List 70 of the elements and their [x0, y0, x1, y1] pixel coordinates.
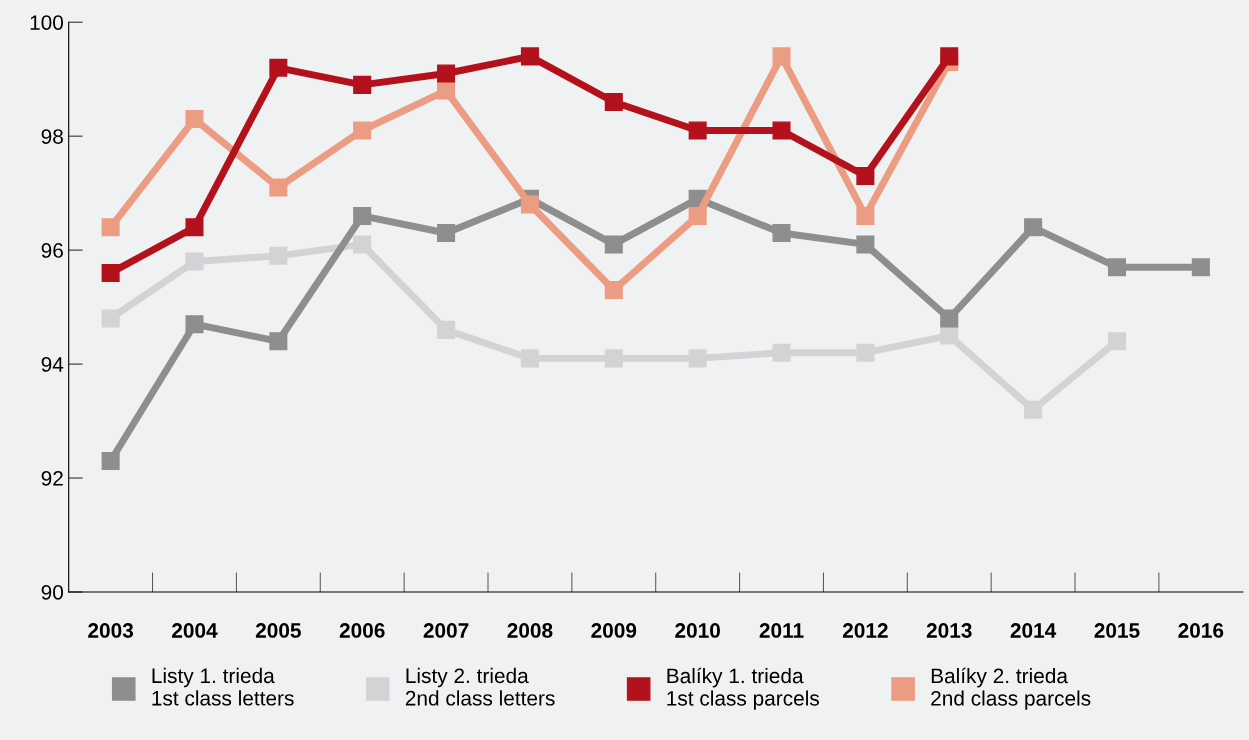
- point: [1024, 400, 1043, 419]
- x-tick-label: 2012: [842, 623, 888, 638]
- point: [185, 110, 204, 129]
- point: [604, 92, 623, 112]
- x-tick-label: 2010: [675, 623, 720, 638]
- point: [437, 320, 456, 339]
- point: [185, 218, 204, 237]
- point: [604, 349, 623, 368]
- point: [688, 121, 707, 140]
- x-tick-label: 2015: [1094, 623, 1140, 638]
- x-tick-label: 2004: [172, 623, 218, 638]
- point: [437, 223, 456, 243]
- point: [1107, 332, 1126, 351]
- point: [101, 309, 120, 328]
- y-tick-label: 98: [41, 129, 63, 144]
- point: [353, 235, 372, 254]
- x-tick-label: 2013: [926, 623, 972, 638]
- point: [856, 206, 875, 225]
- point: [269, 332, 288, 351]
- point: [269, 58, 288, 77]
- point: [269, 178, 288, 197]
- point: [101, 263, 120, 282]
- point: [437, 64, 456, 83]
- legend-label: Listy 1. trieda 1st class letters: [152, 667, 294, 706]
- y-tick-label: 94: [41, 357, 64, 372]
- point: [856, 343, 875, 362]
- x-tick-label: 2005: [255, 623, 301, 638]
- point: [520, 47, 539, 66]
- x-tick-label: 2007: [423, 623, 469, 638]
- x-tick-label: 2003: [88, 623, 134, 638]
- point: [772, 223, 791, 243]
- point: [520, 349, 539, 368]
- x-tick-label: 2009: [591, 623, 637, 638]
- y-tick-label: 90: [41, 585, 64, 600]
- point: [604, 235, 623, 254]
- x-tick-label: 2011: [759, 623, 804, 638]
- point: [940, 47, 959, 66]
- point: [520, 195, 539, 214]
- point: [185, 252, 204, 271]
- point: [688, 206, 707, 225]
- y-tick-label: 92: [41, 471, 63, 486]
- point: [856, 167, 875, 186]
- point: [437, 81, 456, 100]
- y-tick-label: 100: [30, 15, 64, 30]
- legend-label: Balíky 1. trieda 1st class parcels: [667, 667, 819, 710]
- point: [1107, 258, 1126, 277]
- point: [772, 47, 791, 66]
- point: [269, 246, 288, 265]
- x-tick-label: 2008: [507, 623, 553, 638]
- point: [353, 206, 372, 225]
- point: [1191, 258, 1210, 277]
- point: [101, 218, 120, 237]
- point: [353, 121, 372, 140]
- point: [604, 280, 623, 300]
- point: [940, 326, 959, 345]
- point: [856, 235, 875, 254]
- point: [772, 343, 791, 362]
- point: [185, 315, 204, 334]
- x-tick-label: 2016: [1178, 623, 1224, 638]
- point: [101, 451, 120, 470]
- x-tick-label: 2014: [1010, 623, 1057, 638]
- point: [688, 349, 707, 368]
- point: [940, 309, 959, 328]
- legend-label: Balíky 2. trieda 2nd class parcels: [931, 667, 1091, 710]
- y-tick-label: 96: [41, 243, 63, 258]
- legend-label: Listy 2. trieda 2nd class letters: [405, 667, 555, 706]
- point: [353, 75, 372, 94]
- point: [1024, 218, 1043, 237]
- point: [772, 121, 791, 140]
- x-tick-label: 2006: [339, 623, 385, 638]
